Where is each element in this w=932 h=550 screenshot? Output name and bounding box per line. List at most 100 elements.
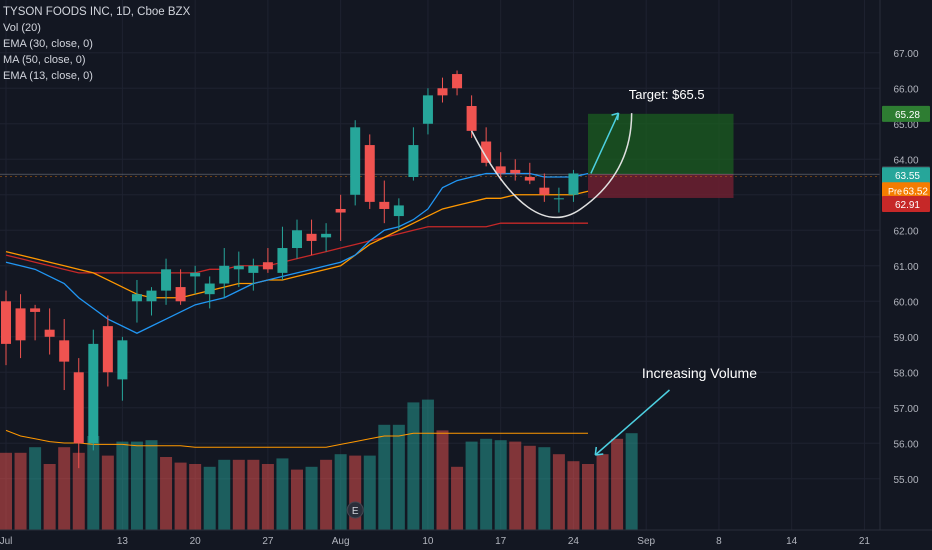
volume-bar	[451, 466, 464, 530]
x-tick-label: 17	[495, 536, 507, 547]
volume-bar	[436, 430, 449, 530]
volume-bar	[145, 440, 158, 530]
target-zone[interactable]	[588, 113, 734, 175]
y-tick-label: 64.00	[893, 155, 918, 166]
candle-body	[495, 166, 506, 174]
legend-vol[interactable]: Vol (20)	[3, 22, 41, 34]
candle-body	[15, 308, 26, 341]
volume-bar	[0, 452, 12, 530]
candle-body	[146, 290, 157, 302]
candle-body	[437, 88, 448, 96]
candle-body	[190, 272, 201, 277]
volume-bar	[465, 441, 478, 530]
volume-bar	[494, 440, 507, 530]
volume-bar	[538, 447, 551, 530]
earnings-marker-label: E	[352, 506, 359, 517]
y-tick-label: 65.00	[893, 120, 918, 131]
candle-body	[452, 74, 463, 89]
candle-body	[102, 326, 113, 373]
price-scale[interactable]	[880, 0, 932, 530]
candle-body	[44, 329, 55, 337]
ema13-line	[5, 172, 589, 334]
target-arrowhead	[611, 112, 620, 121]
volume-bar	[261, 464, 274, 530]
volume-bar	[392, 424, 405, 530]
x-tick-label: 24	[568, 536, 580, 547]
candle-body	[175, 287, 186, 302]
chart-legend: TYSON FOODS INC, 1D, Cboe BZX Vol (20) E…	[3, 4, 190, 84]
candle-body	[30, 308, 41, 312]
candle-body	[161, 269, 172, 291]
candle-body	[131, 294, 142, 302]
volume-bar	[349, 455, 362, 530]
ema13-price-tag-bg	[882, 167, 930, 184]
candle-body	[379, 201, 390, 209]
volume-bar	[72, 452, 85, 530]
legend-ma50[interactable]: MA (50, close, 0)	[3, 54, 86, 66]
stop-zone[interactable]	[588, 174, 734, 198]
x-tick-label: 8	[716, 536, 722, 547]
candle-body	[481, 141, 492, 163]
candle-body	[524, 177, 535, 181]
volume-bar	[480, 438, 493, 530]
earnings-marker-icon[interactable]	[346, 501, 364, 519]
volume-bar	[378, 424, 391, 530]
ema30-line	[5, 190, 589, 299]
volume-bar	[101, 455, 114, 530]
candle-body	[277, 248, 288, 273]
volume-bar	[203, 466, 216, 530]
candle-body	[539, 187, 550, 195]
y-tick-label: 56.00	[893, 439, 918, 450]
volume-bar	[232, 459, 245, 530]
candle-body	[117, 340, 128, 380]
x-tick-label: 13	[117, 536, 129, 547]
volume-bar	[596, 454, 609, 530]
target-label[interactable]: Target: $65.5	[629, 87, 705, 102]
premarket-tag-prefix: Pre	[888, 186, 902, 196]
candle-body	[350, 127, 361, 195]
y-tick-label: 60.00	[893, 297, 918, 308]
x-tick-label: 20	[190, 536, 202, 547]
volume-bar	[567, 461, 580, 530]
target-price-tag-bg	[882, 105, 930, 122]
volume-bar	[174, 462, 187, 530]
volume-arrow[interactable]	[594, 389, 670, 456]
volume-bar	[189, 464, 202, 530]
cup-handle-curve[interactable]	[470, 113, 633, 219]
volume-bar	[116, 441, 129, 530]
legend-ema13[interactable]: EMA (13, close, 0)	[3, 70, 93, 82]
volume-note-label[interactable]: Increasing Volume	[642, 365, 757, 381]
candle-body	[219, 265, 230, 284]
y-tick-label: 61.00	[893, 262, 918, 273]
volume-bar	[320, 459, 333, 530]
time-scale[interactable]	[0, 530, 932, 550]
candle-body	[73, 372, 84, 444]
volume-bar	[407, 402, 420, 530]
symbol-title[interactable]: TYSON FOODS INC, 1D, Cboe BZX	[3, 6, 191, 18]
candle-body	[422, 95, 433, 124]
candle-body	[335, 208, 346, 213]
volume-bar	[305, 466, 318, 530]
stop-price-tag: 62.91	[895, 200, 920, 211]
candle-body	[248, 265, 259, 273]
volume-bar	[291, 469, 303, 530]
x-tick-label: 14	[786, 536, 798, 547]
volume-bar	[43, 464, 56, 530]
target-arrow[interactable]	[590, 112, 620, 174]
legend-ema30[interactable]: EMA (30, close, 0)	[3, 38, 93, 50]
y-tick-label: 62.00	[893, 226, 918, 237]
volume-bar	[218, 459, 231, 530]
volume-bar	[582, 464, 594, 530]
volume-arrowhead	[594, 446, 604, 456]
y-tick-label: 66.00	[893, 84, 918, 95]
x-tick-label: 27	[262, 536, 274, 547]
x-tick-label: Aug	[332, 536, 350, 547]
volume-bar	[421, 399, 434, 530]
stop-price-tag-bg	[882, 195, 930, 212]
volume-bar	[29, 447, 42, 530]
candle-body	[568, 173, 579, 195]
volume-bar	[58, 447, 71, 530]
candle-body	[233, 265, 244, 270]
volume-bar	[87, 436, 100, 530]
